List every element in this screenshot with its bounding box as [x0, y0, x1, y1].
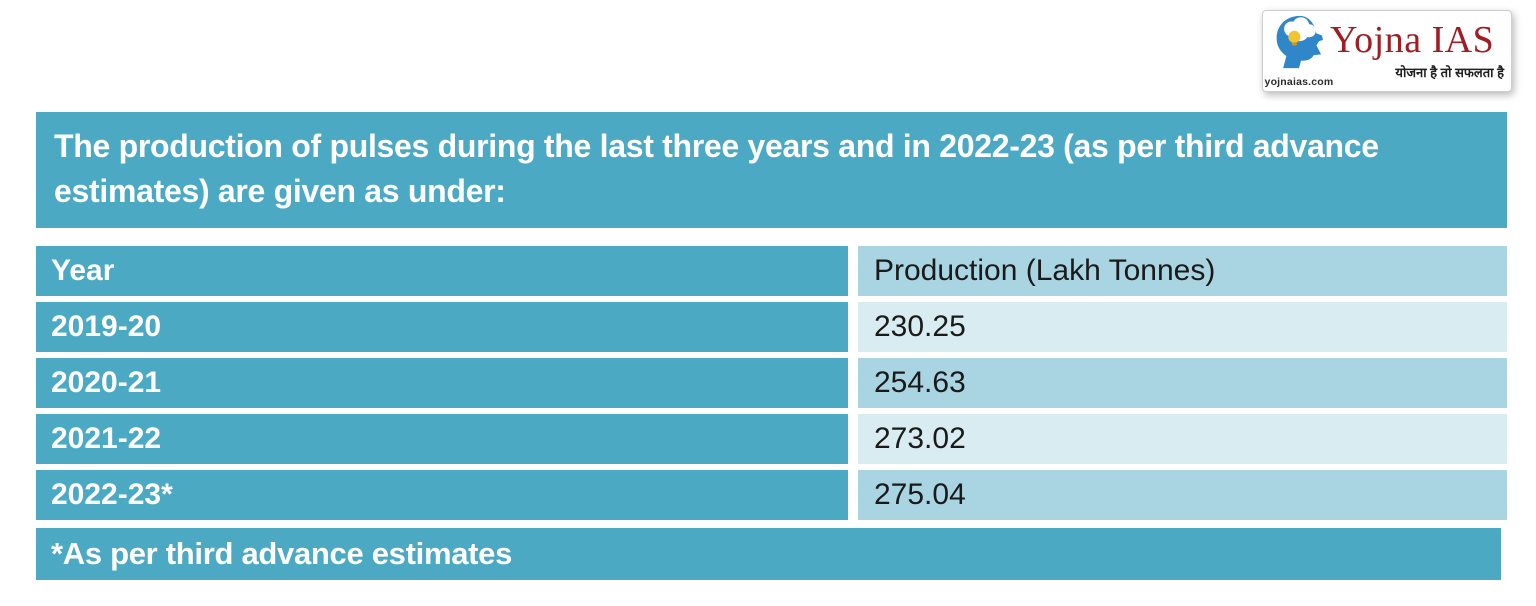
footnote-bar: *As per third advance estimates [36, 528, 1501, 580]
production-value: 273.02 [874, 422, 966, 455]
logo-right-block: Yojna IAS योजना है तो सफलता है [1330, 14, 1504, 88]
logo-brand-name: Yojna IAS [1330, 18, 1495, 61]
yojna-ias-logo: yojnaias.com Yojna IAS योजना है तो सफलता… [1262, 10, 1512, 92]
head-lightbulb-icon [1276, 15, 1323, 69]
production-value: 254.63 [874, 366, 966, 399]
table-row-year-2020-21: 2020-21 [36, 358, 848, 408]
column-header-production: Production (Lakh Tonnes) [858, 246, 1507, 296]
intro-banner-text: The production of pulses during the last… [54, 128, 1379, 210]
year-value: 2019-20 [51, 310, 162, 343]
logo-tagline-hindi: योजना है तो सफलता है [1395, 65, 1504, 81]
logo-left-block: yojnaias.com [1265, 14, 1333, 88]
table-row-production-2022-23: 275.04 [858, 470, 1507, 520]
production-value: 230.25 [874, 310, 966, 343]
intro-banner: The production of pulses during the last… [36, 112, 1507, 228]
year-value: 2020-21 [51, 366, 162, 399]
column-header-year: Year [36, 246, 848, 296]
column-header-year-label: Year [51, 254, 115, 287]
column-header-production-label: Production (Lakh Tonnes) [874, 254, 1216, 287]
production-value: 275.04 [874, 478, 966, 511]
year-value: 2022-23* [51, 478, 173, 511]
footnote-text: *As per third advance estimates [51, 536, 513, 571]
table-row-year-2022-23: 2022-23* [36, 470, 848, 520]
table-row-production-2020-21: 254.63 [858, 358, 1507, 408]
year-value: 2021-22 [51, 422, 162, 455]
table-row-production-2019-20: 230.25 [858, 302, 1507, 352]
table-row-year-2019-20: 2019-20 [36, 302, 848, 352]
table-row-year-2021-22: 2021-22 [36, 414, 848, 464]
table-row-production-2021-22: 273.02 [858, 414, 1507, 464]
logo-website: yojnaias.com [1264, 76, 1334, 88]
